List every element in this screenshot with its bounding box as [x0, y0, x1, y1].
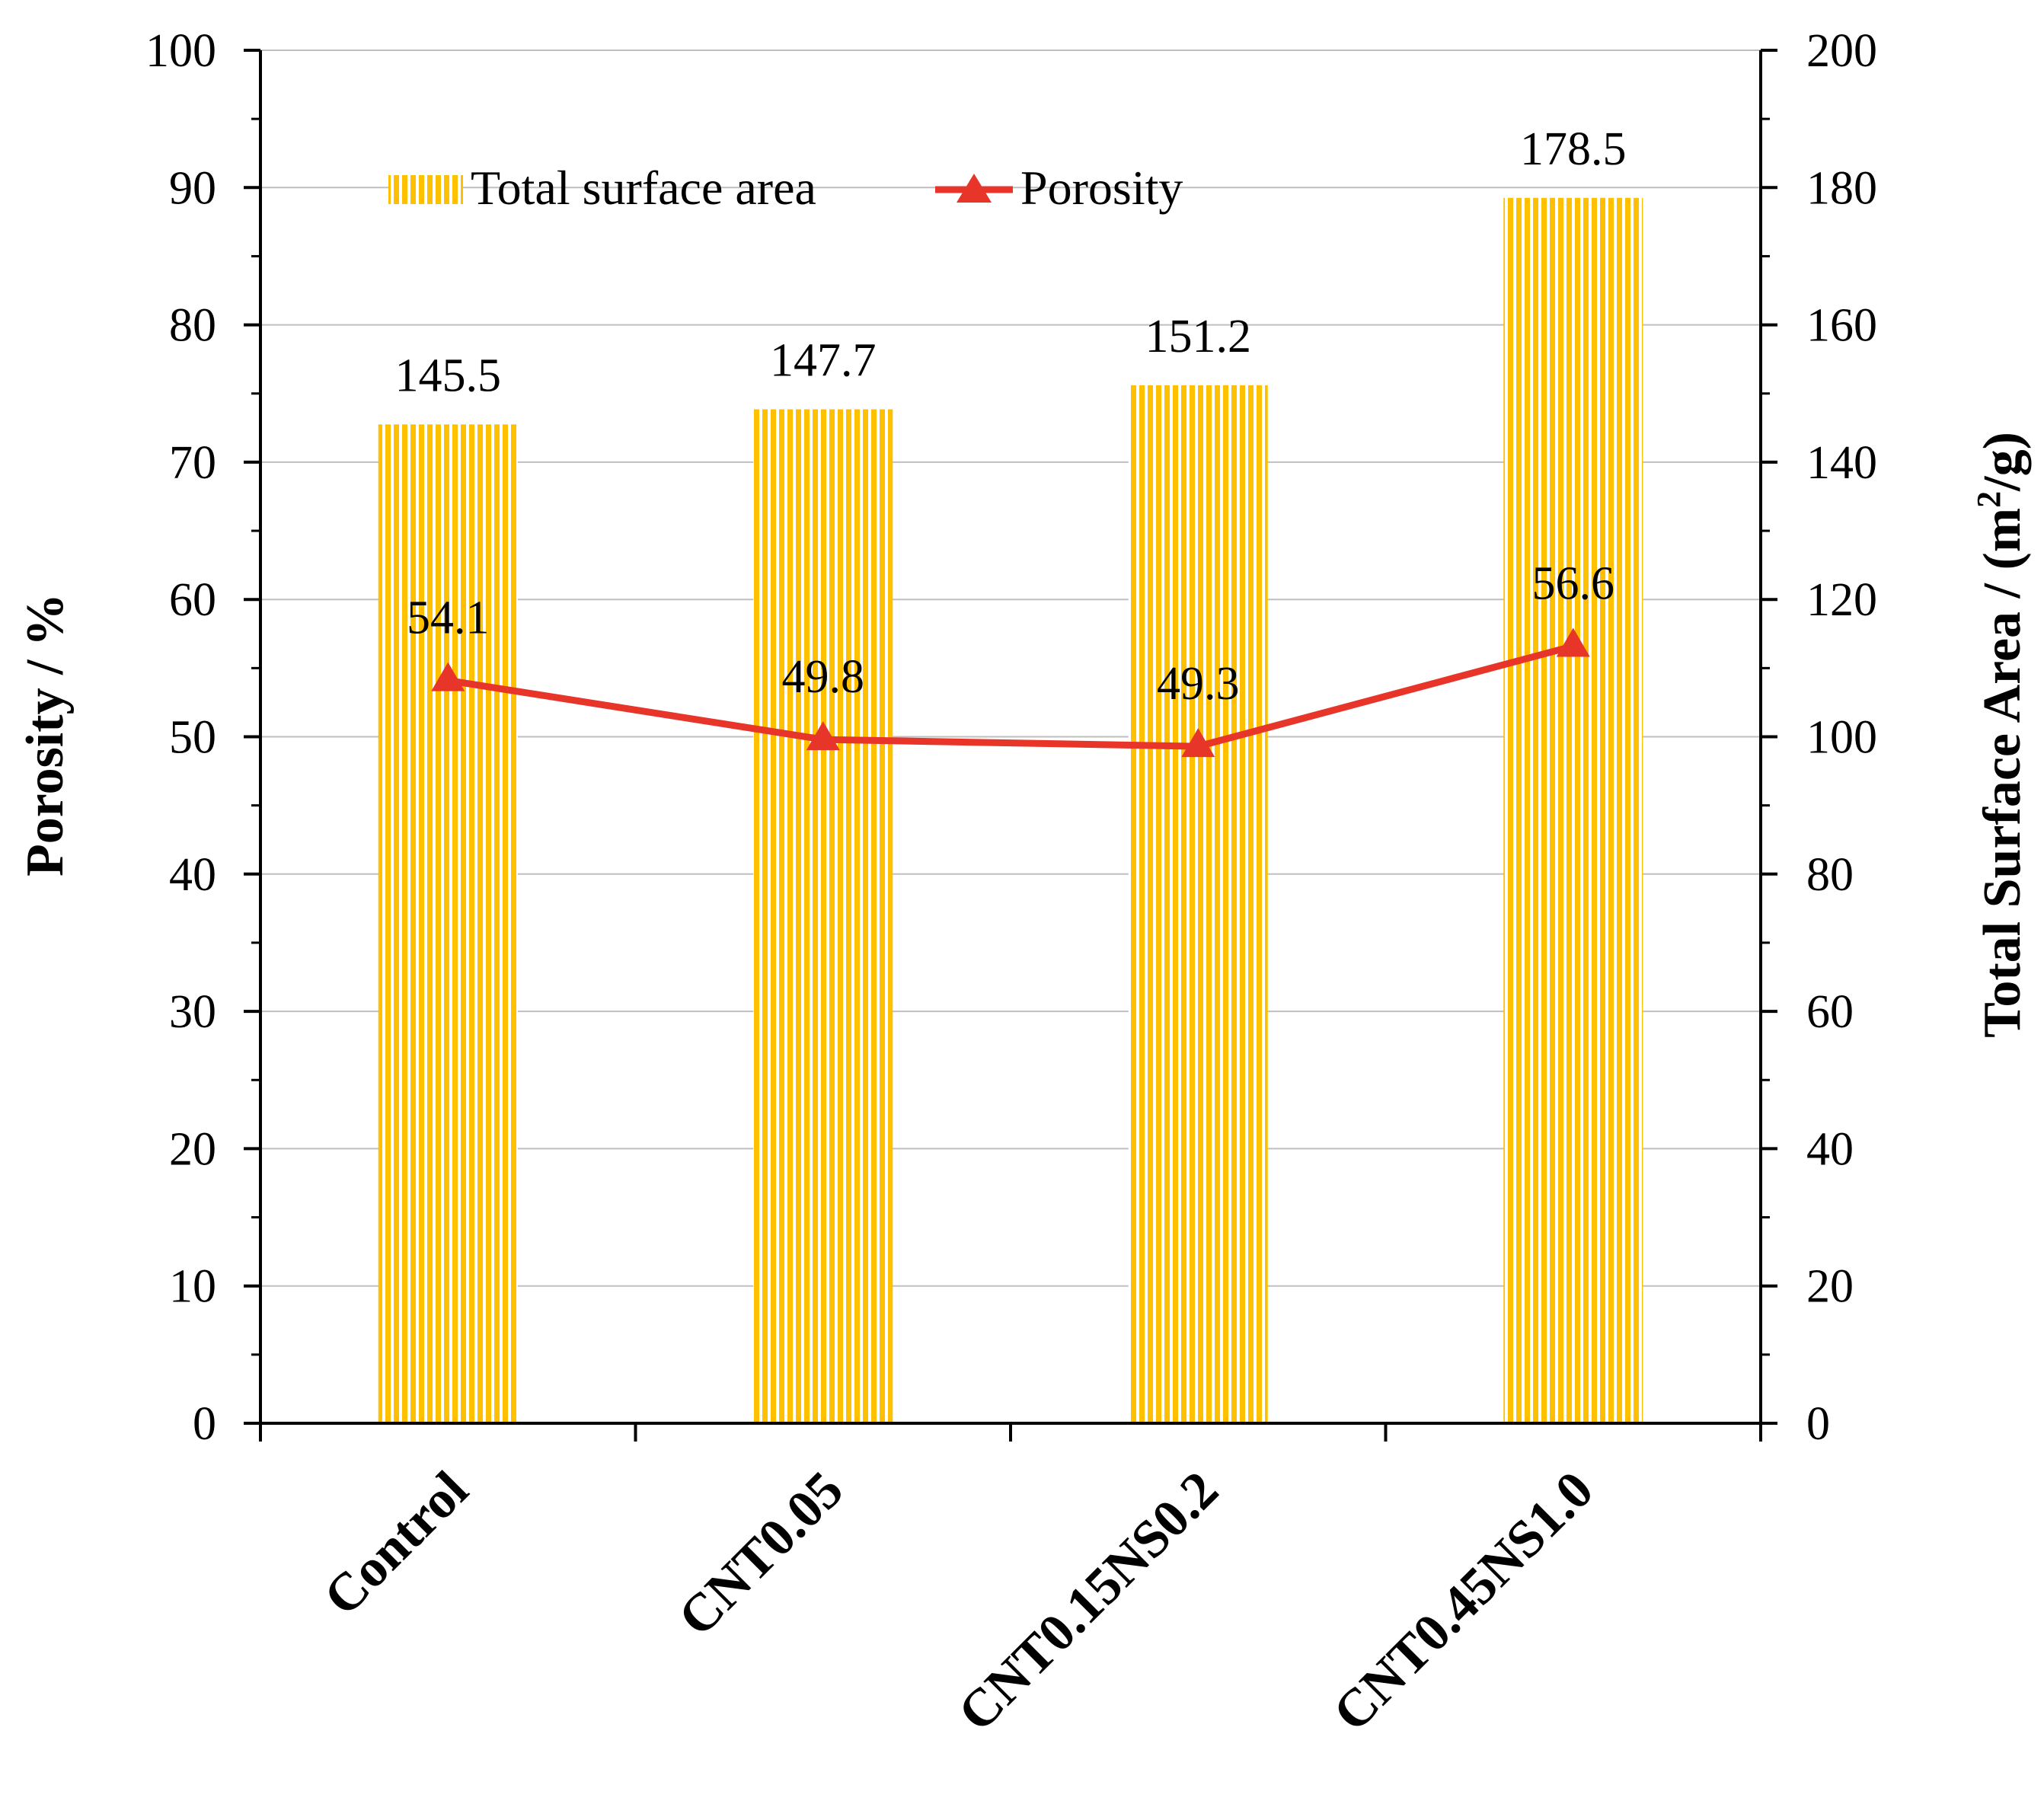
line-series-porosity: [431, 627, 1590, 758]
porosity-value-label-1: 54.1: [407, 592, 490, 644]
left-tick-label: 80: [169, 300, 216, 352]
left-tick-label: 50: [169, 712, 216, 764]
right-tick-label: 20: [1806, 1261, 1854, 1313]
left-tick-label: 40: [169, 849, 216, 901]
legend-swatch-porosity-marker: [957, 174, 992, 203]
bar-value-label-4: 178.5: [1520, 123, 1627, 175]
x-category-label-1: Control: [313, 1461, 480, 1627]
right-tick-label: 160: [1806, 300, 1877, 352]
porosity-line-path: [447, 643, 1574, 750]
porosity-value-label-3: 49.3: [1157, 658, 1240, 710]
legend: Total surface area Porosity: [388, 161, 1183, 215]
left-tick-label: 100: [145, 25, 216, 77]
right-tick-label: 80: [1806, 849, 1854, 901]
bar-1: [378, 424, 518, 1423]
porosity-marker-1: [431, 662, 465, 691]
right-tick-label: 140: [1806, 437, 1877, 489]
porosity-marker-3: [1181, 728, 1215, 758]
right-axis-title-end: /g): [1973, 432, 2032, 492]
right-tick-label: 0: [1806, 1398, 1830, 1450]
porosity-marker-2: [806, 721, 840, 751]
left-tick-label: 20: [169, 1123, 216, 1175]
x-category-label-4: CNT0.45NS1.0: [1322, 1461, 1605, 1743]
data-labels: 145.5 147.7 151.2 178.5 54.1 49.8 49.3 56.6: [395, 123, 1627, 710]
legend-label-porosity: Porosity: [1020, 161, 1183, 215]
porosity-marker-4: [1556, 627, 1590, 657]
bar-2: [753, 409, 893, 1423]
porosity-value-label-2: 49.8: [782, 651, 865, 703]
x-category-label-2: CNT0.05: [667, 1461, 854, 1648]
legend-swatch-total-surface-area: [388, 175, 463, 204]
bar-value-label-1: 145.5: [395, 350, 502, 401]
left-tick-label: 70: [169, 437, 216, 489]
bar-value-label-3: 151.2: [1145, 311, 1252, 362]
right-axis-title-superscript: 2: [1970, 491, 2007, 508]
left-tick-label: 0: [193, 1398, 216, 1450]
bar-value-label-2: 147.7: [770, 334, 877, 386]
legend-label-total-surface-area: Total surface area: [471, 161, 816, 215]
left-tick-label: 60: [169, 574, 216, 626]
right-axis-title-main: Total Surface Area / (m: [1973, 508, 2032, 1038]
left-axis-title: Porosity / %: [16, 593, 75, 876]
bar-series-total-surface-area: [378, 197, 1643, 1423]
right-tick-label: 120: [1806, 574, 1877, 626]
left-tick-label: 90: [169, 162, 216, 214]
right-tick-label: 60: [1806, 986, 1854, 1038]
right-tick-label: 100: [1806, 712, 1877, 764]
porosity-value-label-4: 56.6: [1532, 558, 1615, 610]
right-tick-label: 200: [1806, 25, 1877, 77]
bar-4: [1503, 197, 1643, 1423]
right-tick-label: 180: [1806, 162, 1877, 214]
left-tick-label: 10: [169, 1261, 216, 1313]
bar-3: [1128, 385, 1268, 1423]
right-tick-label: 40: [1806, 1123, 1854, 1175]
right-axis-title: Total Surface Area / (m2/g): [1970, 432, 2032, 1038]
x-category-label-3: CNT0.15NS0.2: [947, 1461, 1230, 1743]
left-tick-label: 30: [169, 986, 216, 1038]
